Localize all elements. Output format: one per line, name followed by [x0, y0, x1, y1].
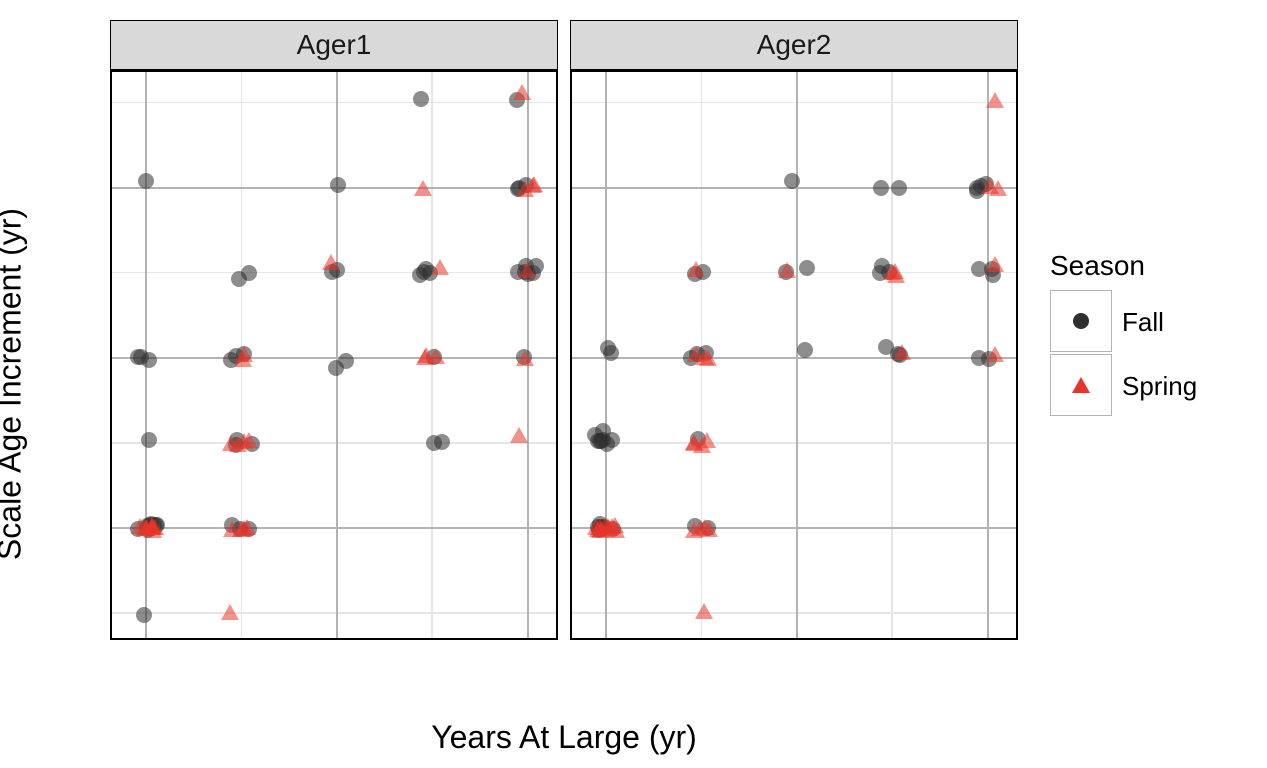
data-point: [986, 256, 1004, 272]
data-point: [518, 262, 536, 278]
panels-container: Ager1024024Ager2024: [110, 20, 1018, 640]
facet-strip: Ager2: [570, 20, 1018, 70]
data-point: [240, 432, 258, 448]
data-point: [330, 177, 346, 193]
figure: Scale Age Increment (yr) Years At Large …: [0, 0, 1267, 768]
data-point: [241, 265, 257, 281]
data-point: [603, 518, 621, 534]
data-point: [886, 263, 904, 279]
data-point: [232, 521, 250, 537]
data-point: [141, 352, 157, 368]
legend: Season Fall Spring: [1050, 250, 1197, 418]
data-point: [799, 260, 815, 276]
legend-items: Fall Spring: [1050, 290, 1197, 418]
legend-title: Season: [1050, 250, 1197, 282]
panel: Ager2 0 2 4: [570, 20, 1018, 640]
data-point: [595, 423, 611, 439]
legend-item: Fall: [1050, 290, 1197, 354]
x-tick-label: 4: [979, 638, 993, 640]
data-point: [431, 259, 449, 275]
y-axis-label: Scale Age Increment (yr): [0, 208, 29, 560]
data-point: [797, 342, 813, 358]
data-point: [413, 91, 429, 107]
plot-area: 0 2 4: [570, 70, 1018, 640]
x-tick-label: 4: [519, 638, 533, 640]
data-point: [416, 349, 434, 365]
data-point: [685, 522, 703, 538]
x-tick-label: 2: [329, 638, 343, 640]
data-point: [685, 435, 703, 451]
data-point: [986, 346, 1004, 362]
x-tick-label: 0: [138, 638, 152, 640]
data-point: [338, 353, 354, 369]
legend-label: Fall: [1122, 307, 1164, 338]
data-point: [873, 180, 889, 196]
data-point: [234, 351, 252, 367]
data-point: [893, 344, 911, 360]
data-point: [696, 349, 714, 365]
data-point: [221, 604, 239, 620]
data-point: [516, 350, 534, 366]
panel: Ager1024024: [110, 20, 558, 640]
x-tick-label: 2: [789, 638, 803, 640]
data-point: [143, 519, 161, 535]
data-point: [695, 603, 713, 619]
data-point: [986, 92, 1004, 108]
data-point: [141, 432, 157, 448]
data-point: [524, 177, 542, 193]
data-point: [687, 261, 705, 277]
data-point: [510, 427, 528, 443]
x-axis-label: Years At Large (yr): [110, 719, 1018, 756]
legend-key: [1050, 290, 1112, 352]
data-point: [784, 173, 800, 189]
legend-label: Spring: [1122, 371, 1197, 402]
data-point: [891, 180, 907, 196]
data-point: [322, 254, 340, 270]
plot-area: 024024: [110, 70, 558, 640]
data-point: [778, 262, 796, 278]
x-tick-label: 0: [598, 638, 612, 640]
data-point: [414, 180, 432, 196]
legend-item: Spring: [1050, 354, 1197, 418]
data-point: [513, 84, 531, 100]
data-point: [600, 340, 616, 356]
data-point: [878, 339, 894, 355]
data-point: [989, 180, 1007, 196]
facet-strip: Ager1: [110, 20, 558, 70]
data-point: [136, 607, 152, 623]
data-point: [138, 173, 154, 189]
data-point: [426, 435, 442, 451]
legend-key: [1050, 354, 1112, 416]
